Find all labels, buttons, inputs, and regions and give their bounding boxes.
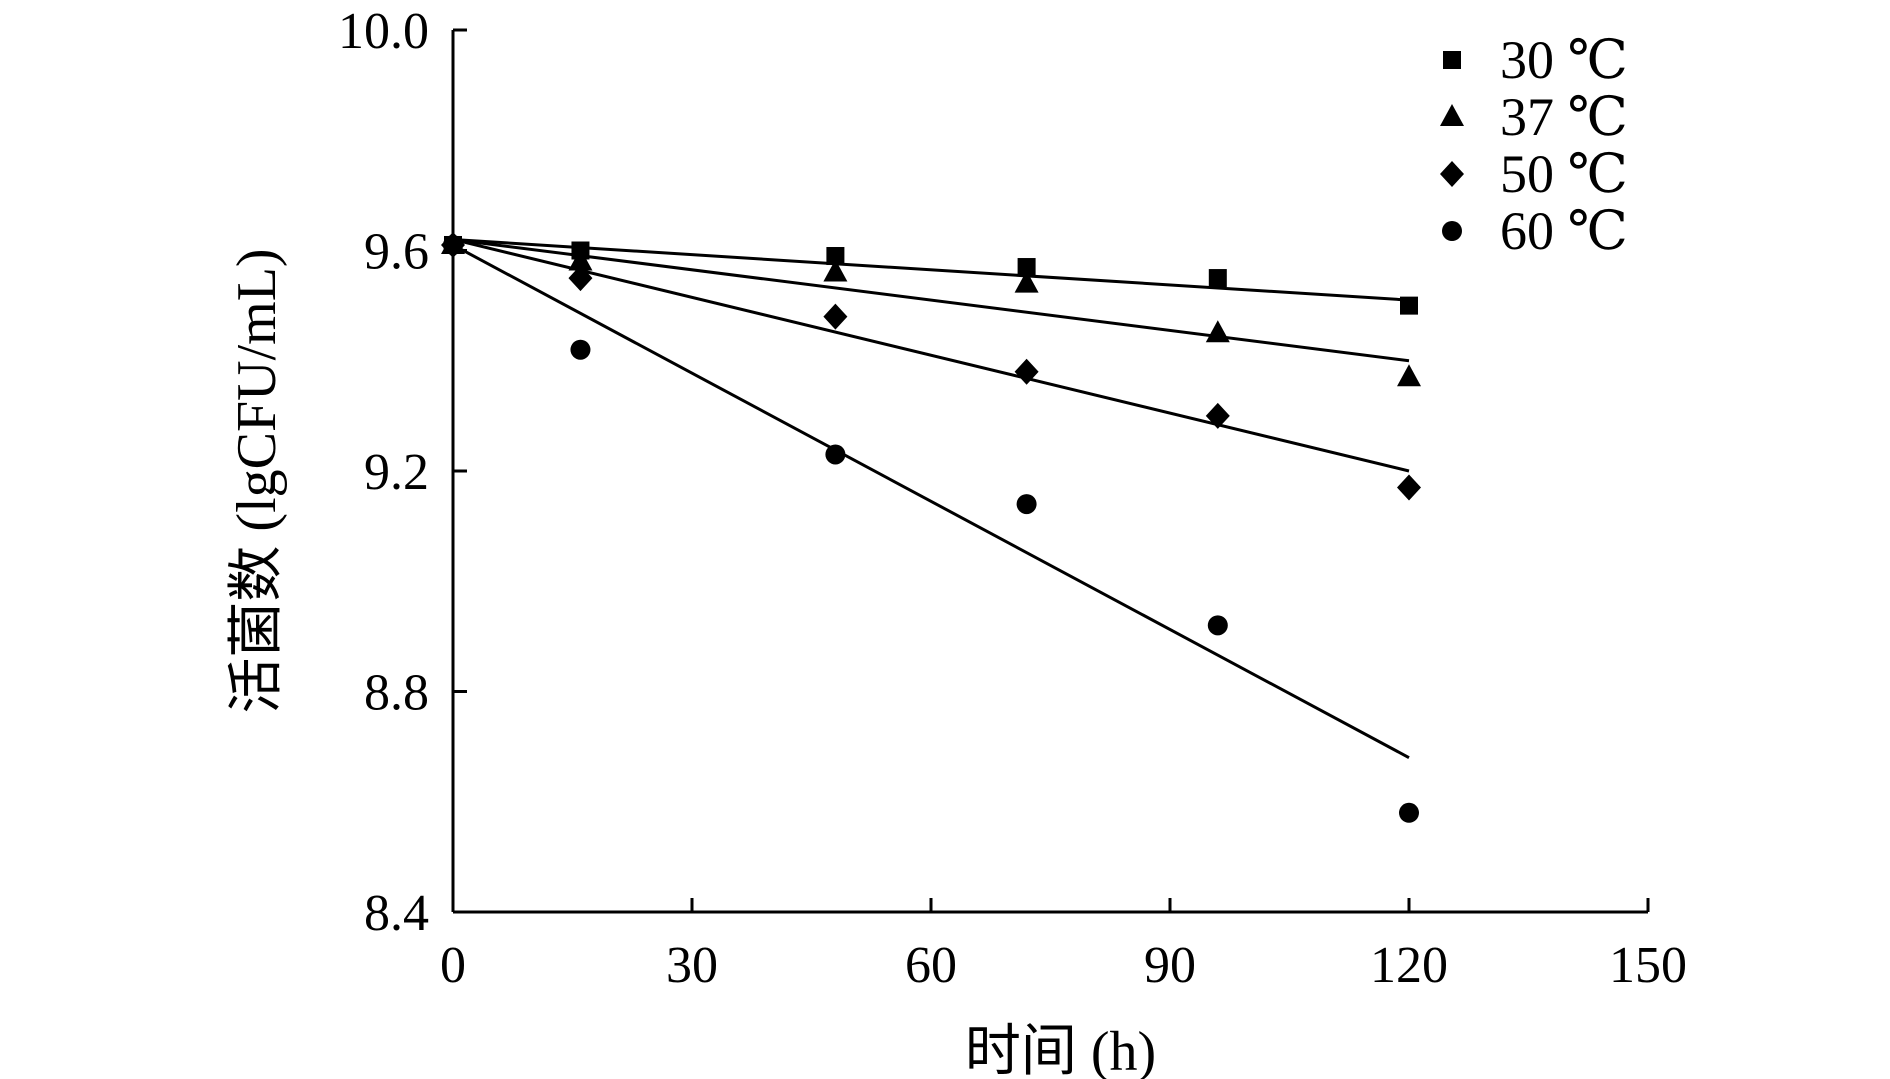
data-point-triangle — [568, 248, 593, 271]
x-tick-label: 120 — [1370, 937, 1448, 994]
legend: 30 ℃37 ℃50 ℃60 ℃ — [1440, 30, 1628, 261]
x-axis-title: 时间 (h) — [965, 1021, 1156, 1079]
data-point-square — [1017, 258, 1036, 277]
legend-marker-circle — [1442, 221, 1462, 241]
legend-label: 50 ℃ — [1500, 144, 1628, 204]
data-point-diamond — [1014, 358, 1039, 385]
legend-marker-square — [1443, 51, 1461, 69]
data-point-diamond — [568, 265, 593, 292]
legend-marker-triangle — [1440, 104, 1464, 126]
data-point-square — [826, 247, 845, 266]
data-point-circle — [1207, 615, 1228, 636]
y-tick-label: 9.2 — [364, 444, 429, 501]
data-point-circle — [570, 339, 591, 360]
data-point-circle — [443, 234, 463, 255]
x-tick-label: 30 — [666, 937, 718, 994]
y-tick-label: 8.8 — [364, 665, 429, 722]
x-tick-label: 90 — [1144, 937, 1196, 994]
data-point-diamond — [1205, 402, 1230, 429]
data-point-triangle — [823, 259, 848, 282]
fit-lines — [452, 237, 1410, 759]
data-points — [441, 231, 1421, 823]
y-tick-label: 10.0 — [338, 3, 429, 60]
fit-line-triangle — [452, 237, 1410, 363]
x-tick-label: 150 — [1609, 937, 1687, 994]
data-point-triangle — [1397, 364, 1421, 387]
x-tick-label: 0 — [440, 937, 466, 994]
fit-line-square — [452, 237, 1410, 302]
axes: 8.4 8.8 9.2 9.6 10.0 0 30 60 90 120 150 — [338, 3, 1687, 994]
legend-label: 30 ℃ — [1500, 30, 1628, 90]
data-point-triangle — [1205, 320, 1230, 343]
x-tick-label: 60 — [905, 937, 957, 994]
fit-line-diamond — [452, 238, 1410, 473]
y-axis-title: 活菌数 (lgCFU/mL) — [226, 248, 288, 713]
data-point-diamond — [1397, 474, 1421, 501]
y-tick-label: 9.6 — [364, 224, 429, 281]
data-point-circle — [1399, 802, 1419, 823]
data-point-square — [1400, 296, 1418, 315]
legend-label: 60 ℃ — [1500, 201, 1628, 261]
legend-label: 37 ℃ — [1500, 87, 1628, 147]
fit-line-circle — [452, 243, 1410, 759]
y-tick-label: 8.4 — [364, 885, 429, 942]
data-point-circle — [1016, 494, 1037, 515]
data-point-diamond — [823, 303, 848, 330]
legend-marker-diamond — [1440, 161, 1464, 187]
data-point-circle — [825, 444, 846, 465]
data-point-square — [1208, 269, 1227, 288]
data-point-triangle — [1014, 270, 1039, 293]
